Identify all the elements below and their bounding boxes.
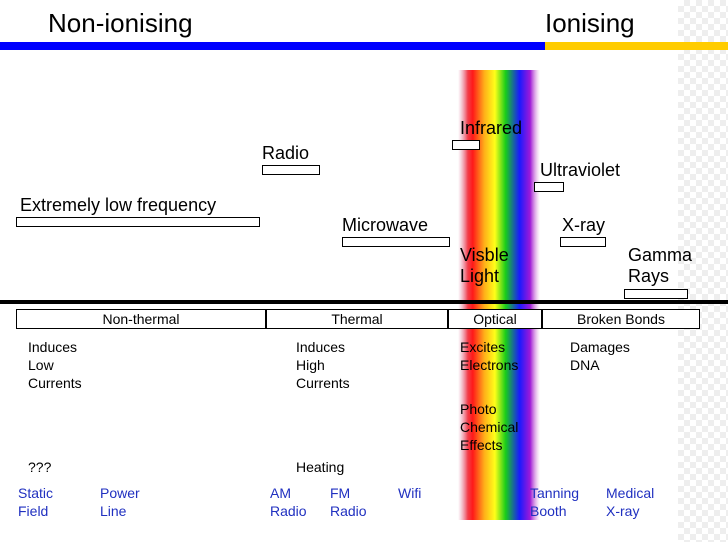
ionisation-bar — [0, 42, 728, 50]
category-row: Non-thermalThermalOpticalBroken Bonds — [16, 309, 700, 329]
bar-ionising — [545, 42, 728, 50]
effect-text: ExcitesElectrons — [460, 338, 518, 374]
band-label: Extremely low frequency — [20, 195, 216, 216]
band-range-box — [16, 217, 260, 227]
band-range-box — [342, 237, 450, 247]
example-text: MedicalX-ray — [606, 484, 654, 520]
band-range-box — [452, 140, 480, 150]
header-non-ionising: Non-ionising — [0, 8, 545, 39]
band-label: Radio — [262, 143, 309, 164]
header-row: Non-ionising Ionising — [0, 8, 728, 39]
example-text: TanningBooth — [530, 484, 579, 520]
effect-text: DamagesDNA — [570, 338, 630, 374]
effect-text: InducesHighCurrents — [296, 338, 350, 392]
effect-text: InducesLowCurrents — [28, 338, 82, 392]
band-label: GammaRays — [628, 245, 692, 287]
header-ionising: Ionising — [545, 8, 728, 39]
band-label: VisbleLight — [460, 245, 509, 287]
band-label: Infrared — [460, 118, 522, 139]
example-text: Wifi — [398, 484, 421, 502]
section-divider — [0, 300, 728, 304]
example-text: StaticField — [18, 484, 53, 520]
band-label: Microwave — [342, 215, 428, 236]
bar-non-ionising — [0, 42, 545, 50]
band-label: X-ray — [562, 215, 605, 236]
effect-text: PhotoChemicalEffects — [460, 400, 518, 454]
example-text: PowerLine — [100, 484, 140, 520]
band-range-box — [624, 289, 688, 299]
example-text: AMRadio — [270, 484, 307, 520]
effect-text: Heating — [296, 458, 344, 476]
band-range-box — [534, 182, 564, 192]
category-cell: Optical — [448, 309, 542, 329]
category-cell: Broken Bonds — [542, 309, 700, 329]
band-label: Ultraviolet — [540, 160, 620, 181]
example-text: FMRadio — [330, 484, 367, 520]
band-range-box — [262, 165, 320, 175]
category-cell: Thermal — [266, 309, 448, 329]
band-range-box — [560, 237, 606, 247]
effect-text: ??? — [28, 458, 51, 476]
category-cell: Non-thermal — [16, 309, 266, 329]
